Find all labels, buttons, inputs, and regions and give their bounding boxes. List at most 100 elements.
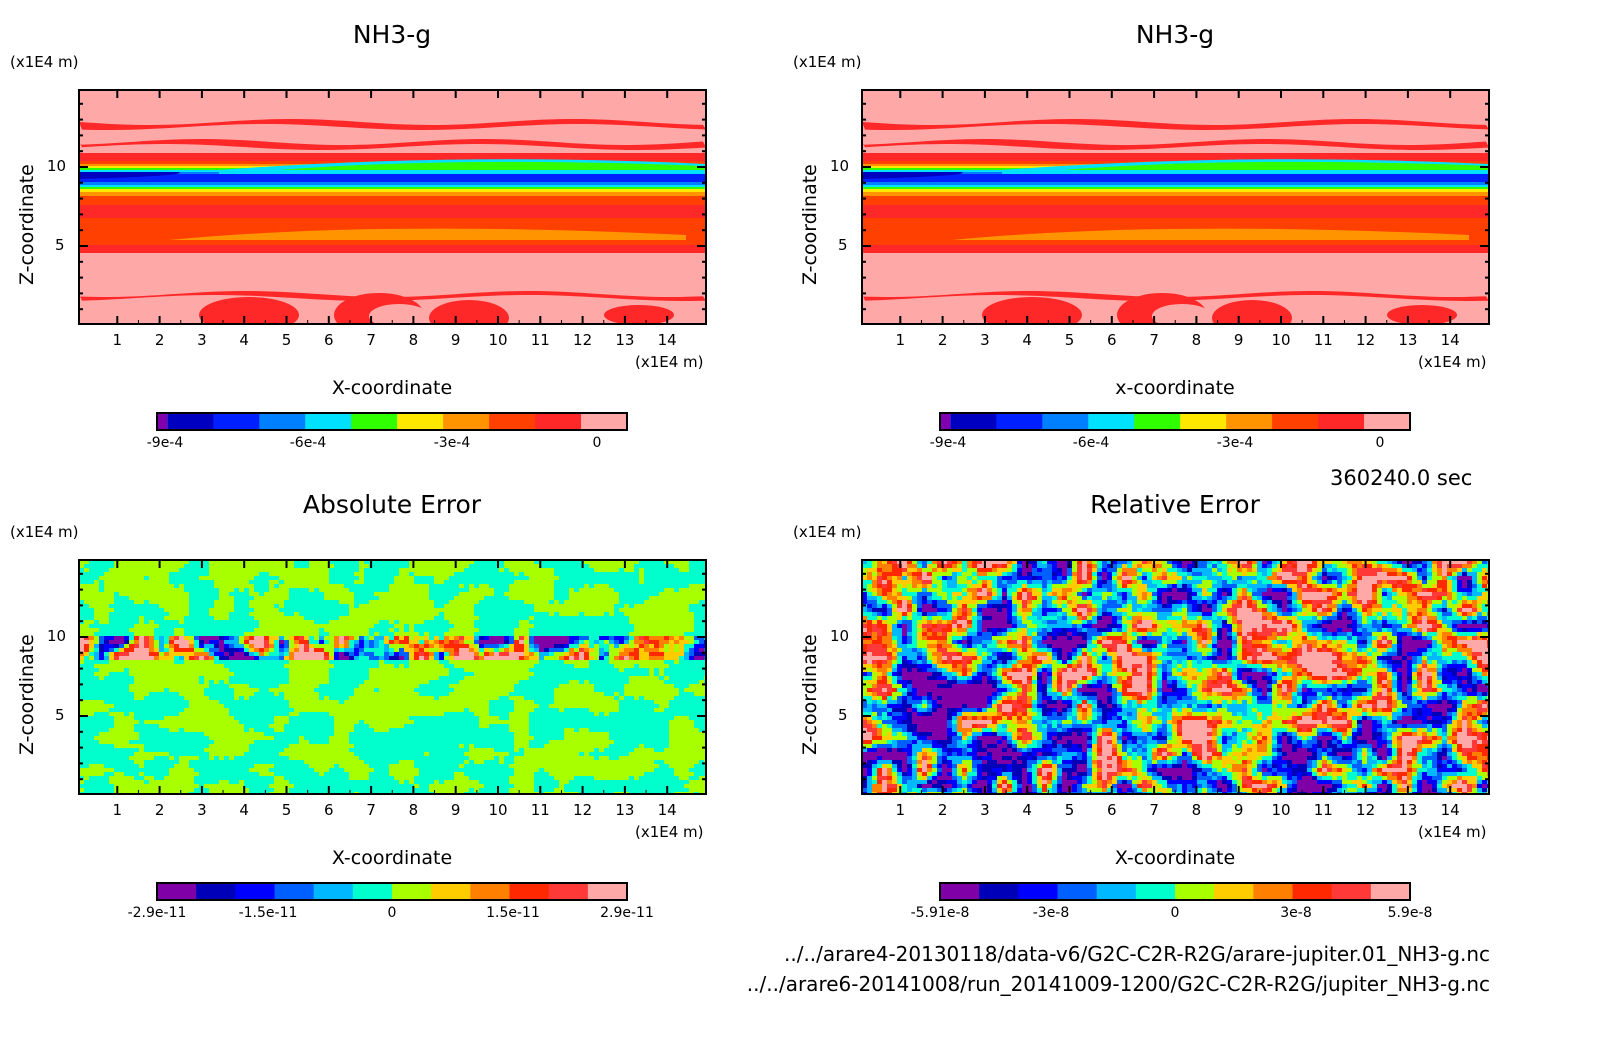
- contour-cell: [329, 680, 334, 684]
- contour-cell: [494, 628, 499, 632]
- contour-cell: [679, 596, 684, 600]
- contour-cell: [499, 640, 504, 644]
- contour-cell: [284, 688, 289, 692]
- contour-cell: [424, 592, 429, 596]
- contour-cell: [104, 636, 109, 640]
- contour-cell: [539, 648, 544, 652]
- contour-cell: [214, 580, 219, 584]
- contour-cell: [169, 560, 174, 564]
- contour-cell: [589, 584, 594, 588]
- contour-cell: [139, 652, 144, 656]
- contour-cell: [119, 668, 124, 672]
- contour-cell: [264, 584, 269, 588]
- contour-cell: [149, 696, 154, 700]
- contour-cell: [644, 604, 649, 608]
- contour-cell: [254, 660, 259, 664]
- contour-cell: [334, 672, 339, 676]
- contour-cell: [469, 664, 474, 668]
- contour-cell: [614, 628, 619, 632]
- contour-cell: [314, 596, 319, 600]
- contour-cell: [564, 700, 569, 704]
- contour-cell: [494, 612, 499, 616]
- contour-cell: [94, 672, 99, 676]
- contour-cell: [409, 676, 414, 680]
- contour-cell: [139, 568, 144, 572]
- contour-cell: [274, 632, 279, 636]
- contour-cell: [534, 700, 539, 704]
- contour-cell: [519, 612, 524, 616]
- contour-cell: [609, 676, 614, 680]
- contour-cell: [649, 688, 654, 692]
- contour-cell: [434, 620, 439, 624]
- contour-cell: [444, 704, 449, 708]
- contour-cell: [624, 636, 629, 640]
- contour-cell: [149, 620, 154, 624]
- contour-cell: [254, 596, 259, 600]
- contour-cell: [654, 596, 659, 600]
- contour-cell: [139, 664, 144, 668]
- contour-cell: [614, 680, 619, 684]
- contour-cell: [199, 704, 204, 708]
- contour-cell: [239, 664, 244, 668]
- contour-cell: [589, 644, 594, 648]
- contour-cell: [449, 620, 454, 624]
- contour-cell: [174, 596, 179, 600]
- contour-cell: [224, 672, 229, 676]
- contour-cell: [434, 568, 439, 572]
- contour-cell: [454, 580, 459, 584]
- contour-cell: [489, 600, 494, 604]
- contour-cell: [639, 692, 644, 696]
- contour-cell: [459, 644, 464, 648]
- contour-cell: [439, 668, 444, 672]
- contour-cell: [119, 644, 124, 648]
- contour-cell: [144, 644, 149, 648]
- contour-cell: [384, 640, 389, 644]
- contour-cell: [134, 680, 139, 684]
- contour-cell: [184, 564, 189, 568]
- contour-cell: [159, 628, 164, 632]
- contour-cell: [659, 684, 664, 688]
- contour-cell: [209, 652, 214, 656]
- contour-cell: [309, 668, 314, 672]
- contour-cell: [224, 564, 229, 568]
- contour-cell: [154, 656, 159, 660]
- contour-cell: [539, 560, 544, 564]
- contour-cell: [164, 608, 169, 612]
- contour-cell: [514, 644, 519, 648]
- contour-cell: [359, 560, 364, 564]
- contour-cell: [274, 700, 279, 704]
- contour-cell: [514, 580, 519, 584]
- contour-cell: [299, 588, 304, 592]
- contour-cell: [94, 592, 99, 596]
- contour-cell: [319, 576, 324, 580]
- contour-cell: [319, 660, 324, 664]
- contour-cell: [329, 708, 334, 712]
- contour-cell: [179, 576, 184, 580]
- contour-cell: [194, 648, 199, 652]
- contour-cell: [479, 704, 484, 708]
- contour-cell: [684, 640, 689, 644]
- contour-cell: [319, 684, 324, 688]
- contour-cell: [99, 584, 104, 588]
- contour-cell: [634, 580, 639, 584]
- contour-cell: [489, 560, 494, 564]
- contour-cell: [104, 588, 109, 592]
- contour-cell: [419, 596, 424, 600]
- contour-cell: [454, 636, 459, 640]
- contour-cell: [384, 684, 389, 688]
- contour-cell: [284, 652, 289, 656]
- contour-cell: [394, 636, 399, 640]
- contour-cell: [194, 672, 199, 676]
- contour-cell: [579, 612, 584, 616]
- contour-cell: [499, 576, 504, 580]
- contour-cell: [679, 704, 684, 708]
- contour-cell: [409, 584, 414, 588]
- contour-cell: [599, 628, 604, 632]
- contour-cell: [489, 596, 494, 600]
- contour-cell: [479, 668, 484, 672]
- contour-cell: [179, 668, 184, 672]
- contour-cell: [214, 588, 219, 592]
- contour-cell: [394, 684, 399, 688]
- contour-cell: [289, 560, 294, 564]
- contour-cell: [464, 628, 469, 632]
